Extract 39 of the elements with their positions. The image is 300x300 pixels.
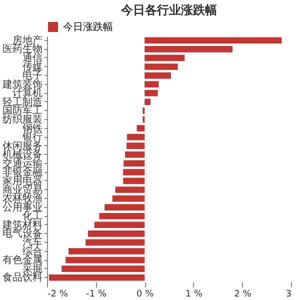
- bar: [94, 222, 145, 228]
- bar: [48, 274, 145, 281]
- bar: [62, 266, 145, 272]
- bar: [66, 256, 145, 264]
- bar: [144, 81, 159, 88]
- bar: [68, 248, 145, 254]
- y-tick-label: 钢铁: [22, 122, 42, 134]
- x-tick-label: 2 %: [234, 290, 252, 300]
- bar: [144, 54, 185, 62]
- x-tick-label: -1 %: [86, 290, 107, 300]
- y-tick-label: 传媒: [22, 62, 42, 73]
- bar: [112, 195, 145, 202]
- bar: [144, 98, 150, 106]
- x-tick-label: 1 %: [185, 290, 203, 300]
- legend-label: 今日涨跌幅: [63, 21, 113, 33]
- bar: [144, 90, 158, 96]
- y-tick-label: 休闲服务: [2, 140, 42, 152]
- bar: [88, 230, 145, 237]
- x-tick-label: -2 %: [48, 290, 68, 300]
- bar: [123, 169, 145, 176]
- bar: [104, 204, 145, 210]
- bar: [115, 186, 145, 193]
- bar: [144, 37, 282, 44]
- bar: [86, 239, 145, 246]
- bar: [126, 142, 145, 149]
- bar: [144, 46, 232, 52]
- y-tick-label: 建筑装饰: [2, 78, 42, 90]
- bar: [144, 72, 171, 79]
- x-tick-label: 3: [286, 290, 292, 300]
- chart-title: 今日各行业涨跌幅: [120, 3, 217, 17]
- bar: [136, 125, 145, 132]
- bar: [99, 212, 145, 220]
- bar: [127, 134, 145, 140]
- bar: [125, 151, 145, 158]
- bar: [124, 160, 145, 167]
- bar: [123, 178, 145, 184]
- y-tick-label: 家用电器: [2, 174, 42, 187]
- bar: [144, 64, 178, 70]
- x-tick-label: 0 %: [136, 290, 154, 300]
